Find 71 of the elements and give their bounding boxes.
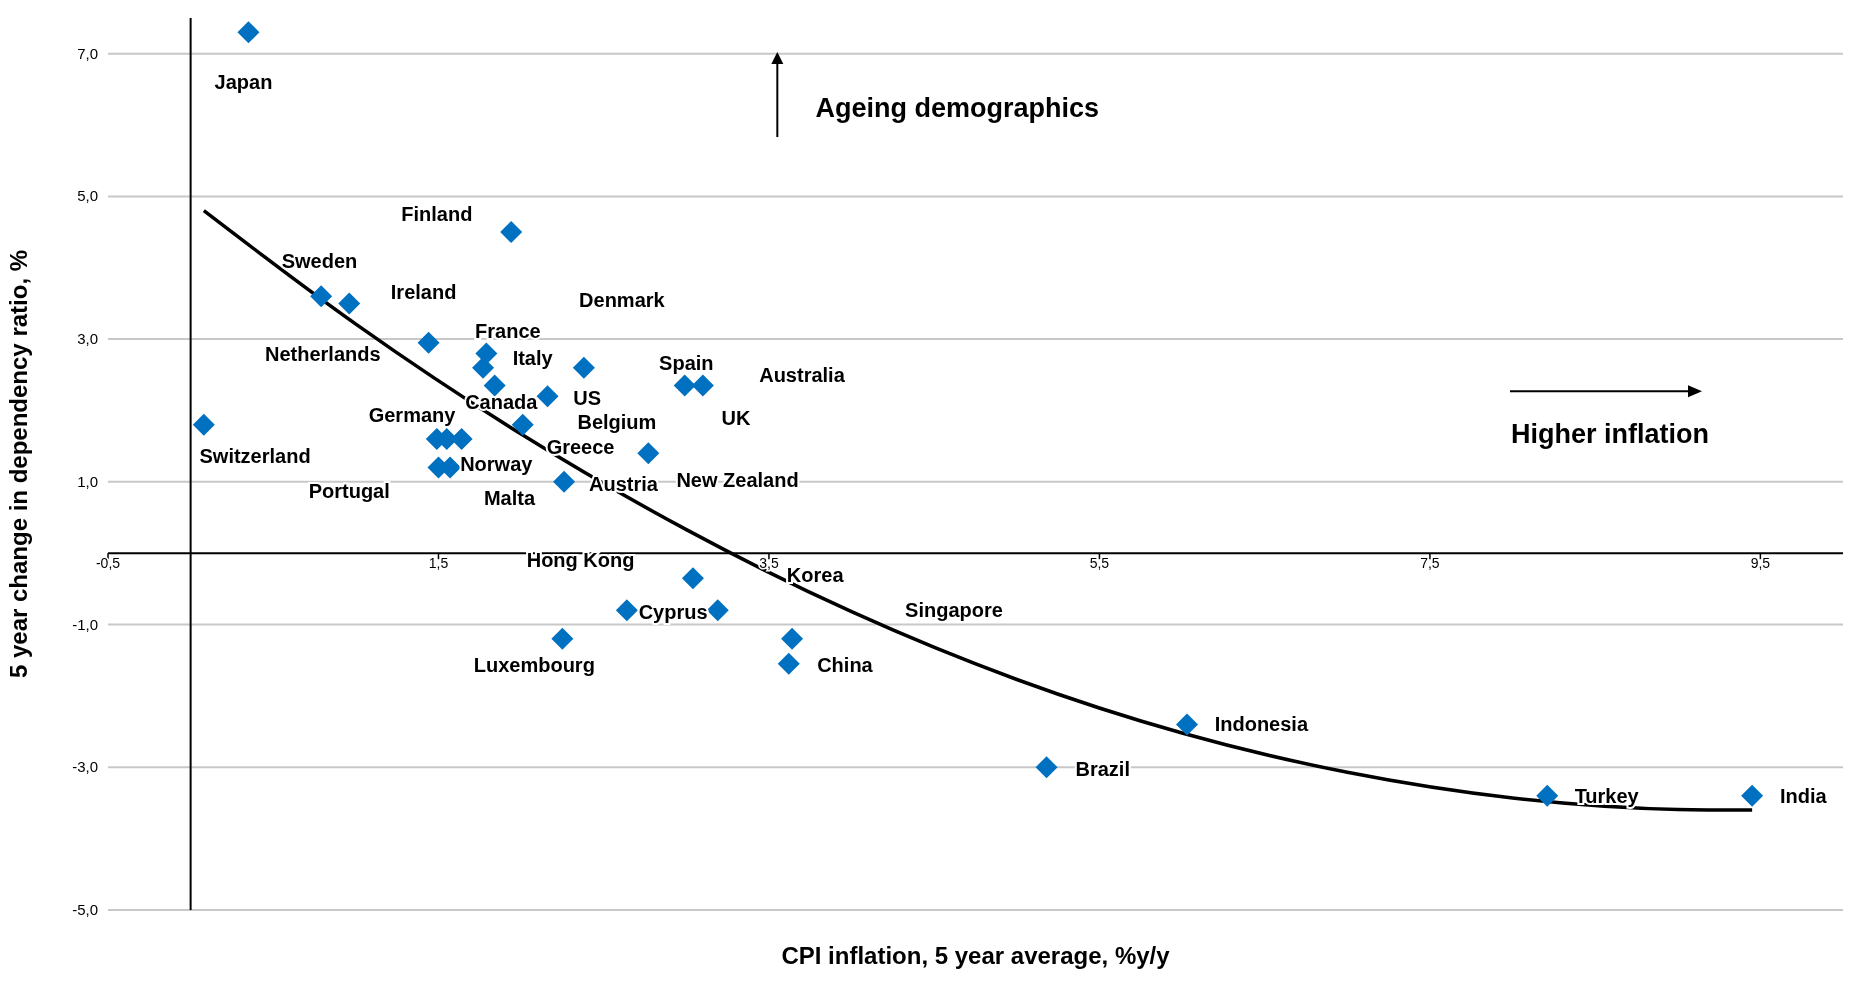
x-tick-label: 9,5 — [1750, 555, 1771, 572]
annotation: India — [1780, 784, 1828, 807]
point — [511, 413, 534, 436]
point — [691, 374, 714, 397]
y-tick-label: 5,0 — [77, 187, 98, 205]
annotation: Singapore — [905, 599, 1003, 622]
annotation: Cyprus — [638, 600, 708, 623]
point — [673, 374, 696, 397]
annotation: Japan — [214, 71, 273, 94]
point — [615, 599, 638, 622]
annotation: Sweden — [281, 250, 358, 273]
point — [500, 221, 523, 244]
point — [781, 627, 804, 650]
point — [637, 442, 660, 465]
point — [572, 356, 595, 379]
annotation: UK — [721, 407, 751, 430]
annotation: Italy — [512, 346, 554, 369]
point — [338, 292, 361, 315]
x-axis-title: CPI inflation, 5 year average, %y/y — [781, 942, 1171, 969]
point — [310, 285, 333, 308]
y-tick-label: -5,0 — [72, 901, 98, 918]
x-tick-label: 3,5 — [759, 555, 779, 572]
annotation: Denmark — [579, 288, 666, 311]
x-tick-label: 7,5 — [1420, 555, 1440, 572]
y-tick-label: -3,0 — [72, 758, 98, 776]
annotation: Netherlands — [265, 343, 381, 366]
point — [1176, 713, 1198, 736]
point — [553, 470, 576, 493]
point — [681, 567, 704, 590]
annotation: Ireland — [390, 281, 457, 304]
annotation: New Zealand — [676, 468, 799, 491]
annotation: Luxembourg — [473, 653, 595, 676]
x-tick-label: 5,5 — [1089, 555, 1110, 572]
annotation: Portugal — [308, 480, 390, 503]
annotation: Turkey — [1574, 784, 1640, 807]
annotation: Malta — [483, 487, 536, 510]
annotation: Indonesia — [1214, 713, 1309, 736]
point — [551, 627, 574, 650]
annotation: Germany — [368, 403, 457, 426]
y-tick-label: 3,0 — [77, 330, 98, 348]
y-axis-title: 5 year change in dependency ratio, % — [4, 249, 32, 679]
point — [237, 21, 260, 44]
point — [1536, 784, 1559, 807]
point — [472, 356, 495, 379]
point — [417, 331, 440, 354]
annotation: Finland — [401, 202, 473, 225]
annotation: Higher inflation — [1511, 419, 1710, 450]
annotation: Korea — [786, 563, 845, 586]
annotation: Hong Kong — [526, 549, 635, 572]
x-tick-label: 1,5 — [428, 555, 449, 572]
point — [536, 385, 559, 408]
annotation: Spain — [659, 352, 714, 375]
point — [777, 652, 800, 675]
annotation: Norway — [460, 453, 534, 475]
annotation: Brazil — [1075, 757, 1130, 780]
annotation: China — [817, 653, 874, 676]
annotation: France — [475, 319, 541, 342]
x-tick-label: -0,5 — [95, 555, 121, 572]
point — [1741, 784, 1764, 807]
y-tick-label: 7,0 — [77, 44, 98, 62]
annotation: US — [573, 387, 602, 410]
point — [1035, 756, 1058, 779]
point — [192, 413, 215, 436]
annotation: Belgium — [577, 410, 657, 433]
annotation: Ageing demographics — [815, 93, 1100, 124]
y-tick-label: -1,0 — [72, 615, 98, 633]
annotation: Australia — [759, 363, 846, 386]
annotation: Greece — [546, 435, 615, 458]
y-tick-label: 1,0 — [77, 472, 98, 490]
annotation: Switzerland — [199, 445, 311, 468]
point — [706, 599, 729, 622]
